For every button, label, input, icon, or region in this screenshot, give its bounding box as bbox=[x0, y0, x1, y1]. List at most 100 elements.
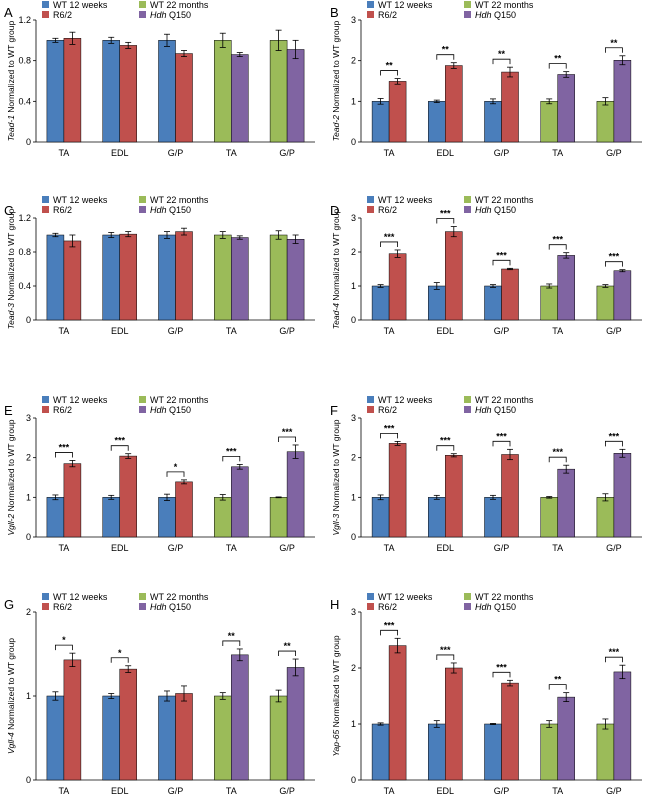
y-axis-label-gene: Vgll-2 bbox=[6, 514, 16, 536]
y-tick-label: 1.2 bbox=[18, 15, 31, 25]
bar-control bbox=[214, 497, 232, 538]
significance-bracket bbox=[380, 70, 398, 76]
y-tick-label: 0.8 bbox=[18, 56, 31, 66]
bar-disease bbox=[388, 253, 407, 321]
y-tick-label: 2 bbox=[26, 607, 31, 617]
legend-swatch bbox=[139, 406, 146, 413]
bar-disease bbox=[119, 45, 137, 143]
x-category-label: G/P bbox=[279, 543, 295, 553]
legend-swatch bbox=[464, 11, 471, 18]
legend-label: WT 22 months bbox=[150, 0, 209, 10]
significance-bracket bbox=[492, 58, 511, 65]
x-category-label: G/P bbox=[494, 148, 510, 158]
x-category-label: G/P bbox=[168, 786, 184, 796]
x-category-label: TA bbox=[552, 543, 563, 553]
bar-control bbox=[428, 101, 446, 143]
bar-disease bbox=[613, 671, 632, 781]
legend-swatch bbox=[367, 11, 374, 18]
significance-marker: *** bbox=[609, 647, 620, 657]
significance-marker: *** bbox=[282, 427, 293, 437]
y-axis-label-gene: Tead-3 bbox=[6, 303, 16, 329]
significance-bracket bbox=[380, 629, 398, 636]
legend-label-italic: Hdh bbox=[475, 405, 492, 415]
bar-disease bbox=[445, 65, 463, 143]
bar-disease bbox=[613, 60, 632, 143]
bar-disease bbox=[388, 443, 407, 538]
y-tick-label: 3 bbox=[351, 413, 356, 423]
panel-letter: F bbox=[330, 403, 338, 418]
significance-bracket bbox=[380, 241, 398, 247]
y-axis-label-rest: Normalized to WT group bbox=[331, 208, 341, 303]
legend-swatch bbox=[367, 603, 374, 610]
legend-label: WT 22 months bbox=[475, 0, 534, 10]
x-category-label: G/P bbox=[494, 326, 510, 336]
significance-bracket bbox=[436, 218, 455, 224]
x-category-label: G/P bbox=[168, 543, 184, 553]
y-tick-label: 1 bbox=[351, 281, 356, 291]
bar-control bbox=[596, 723, 615, 781]
significance-bracket bbox=[436, 54, 455, 60]
legend-swatch bbox=[42, 206, 49, 213]
legend-label-rest: Q150 bbox=[492, 10, 517, 20]
bar-control bbox=[540, 497, 558, 538]
bar-disease bbox=[119, 233, 137, 321]
bar-disease bbox=[286, 667, 305, 781]
legend-label: WT 12 weeks bbox=[53, 395, 108, 405]
y-axis-label-rest: Normalized to WT group bbox=[6, 208, 16, 303]
bar-disease bbox=[445, 667, 463, 781]
y-tick-label: 0 bbox=[26, 137, 31, 147]
x-category-label: TA bbox=[58, 543, 69, 553]
bar-disease bbox=[119, 668, 137, 781]
x-category-label: TA bbox=[226, 326, 237, 336]
panel-letter: E bbox=[4, 403, 13, 418]
legend-label-rest: Q150 bbox=[492, 405, 517, 415]
significance-bracket bbox=[492, 440, 511, 447]
bar-control bbox=[214, 40, 232, 143]
bar-control bbox=[46, 40, 65, 143]
legend-swatch bbox=[139, 1, 146, 8]
bar-disease bbox=[557, 255, 575, 321]
legend-swatch bbox=[367, 1, 374, 8]
bar-disease bbox=[231, 237, 249, 321]
legend-swatch bbox=[464, 406, 471, 413]
bar-disease bbox=[286, 239, 305, 321]
y-tick-label: 0 bbox=[351, 315, 356, 325]
x-category-label: G/P bbox=[279, 148, 295, 158]
panel-letter: C bbox=[4, 203, 13, 218]
significance-bracket bbox=[166, 471, 185, 477]
bar-disease bbox=[445, 231, 463, 321]
significance-bracket bbox=[548, 684, 567, 690]
significance-bracket bbox=[222, 640, 241, 646]
significance-bracket bbox=[222, 456, 241, 462]
significance-marker: ** bbox=[554, 54, 562, 64]
legend-label-italic: Hdh bbox=[150, 10, 167, 20]
x-category-label: G/P bbox=[168, 326, 184, 336]
legend-label: WT 22 months bbox=[475, 592, 534, 602]
x-category-label: G/P bbox=[168, 148, 184, 158]
legend-swatch bbox=[42, 196, 49, 203]
bar-disease bbox=[63, 38, 82, 143]
significance-bracket bbox=[548, 456, 567, 463]
x-category-label: G/P bbox=[606, 543, 622, 553]
y-axis-label: Tead-4 Normalized to WT group bbox=[331, 208, 341, 329]
legend-label: WT 12 weeks bbox=[378, 395, 433, 405]
legend-label-rest: Q150 bbox=[167, 405, 192, 415]
x-category-label: EDL bbox=[111, 786, 129, 796]
bar-control bbox=[269, 695, 288, 781]
legend-label: R6/2 bbox=[53, 10, 72, 20]
y-axis-label-rest: Normalized to WT group bbox=[6, 20, 16, 115]
x-category-label: TA bbox=[384, 786, 395, 796]
x-category-label: EDL bbox=[437, 543, 455, 553]
bar-control bbox=[596, 285, 615, 321]
y-axis-label-rest: Normalized to WT group bbox=[6, 419, 16, 514]
significance-bracket bbox=[492, 671, 511, 678]
y-tick-label: 1 bbox=[26, 492, 31, 502]
bar-disease bbox=[613, 270, 632, 321]
x-category-label: G/P bbox=[279, 786, 295, 796]
bar-disease bbox=[175, 693, 193, 781]
x-category-label: TA bbox=[384, 326, 395, 336]
